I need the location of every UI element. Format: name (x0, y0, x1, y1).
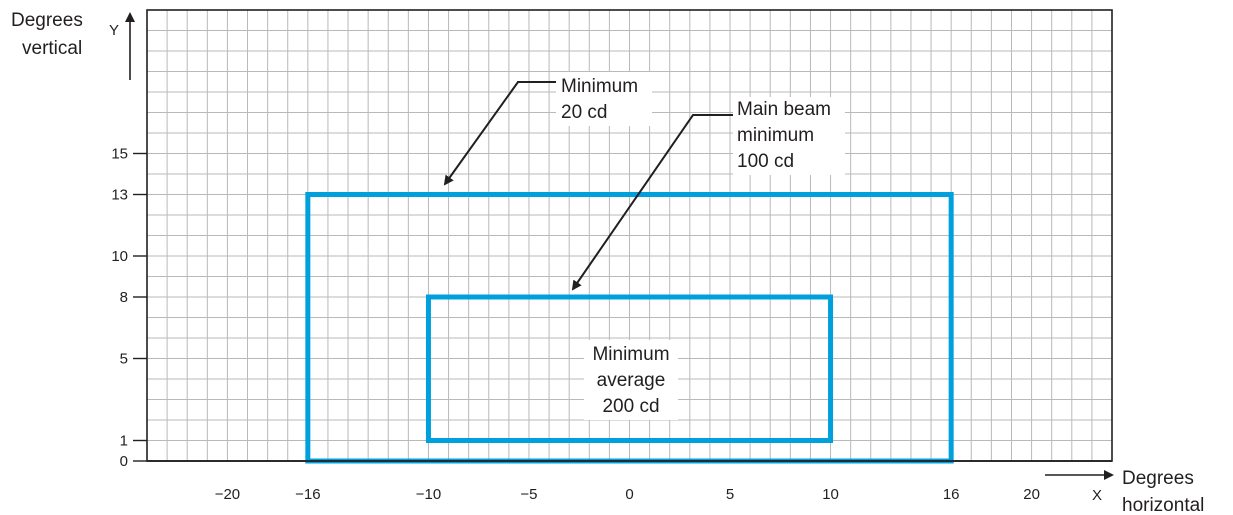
x-axis-title-line1: Degrees (1122, 468, 1194, 489)
inner-label-line1: Minimum (592, 344, 669, 365)
x-tick-label: 0 (625, 486, 633, 503)
y-axis-letter: Y (109, 22, 119, 39)
x-tick-label: −16 (295, 486, 320, 503)
inner-label-line2: average (597, 370, 666, 391)
y-tick-label: 0 (120, 453, 128, 470)
x-tick-label: 5 (726, 486, 734, 503)
main-beam-label-line2: minimum (737, 125, 814, 146)
x-tick-label: 10 (822, 486, 839, 503)
y-axis-title-line2: vertical (22, 38, 82, 59)
y-tick-label: 13 (111, 187, 128, 204)
y-tick-label: 5 (120, 351, 128, 368)
inner-label-line3: 200 cd (602, 396, 659, 417)
x-tick-label: 20 (1023, 486, 1040, 503)
main-beam-label-line3: 100 cd (737, 151, 794, 172)
outer-label-line2: 20 cd (561, 102, 607, 123)
y-tick-label: 1 (120, 433, 128, 450)
y-tick-label: 15 (111, 146, 128, 163)
x-tick-label: 16 (943, 486, 960, 503)
x-axis-letter: X (1092, 487, 1102, 504)
main-beam-leader (573, 115, 733, 289)
x-tick-labels: −20 −16 −10 −5 0 5 10 16 20 (215, 486, 1040, 503)
x-axis-title-line2: horizontal (1122, 495, 1204, 515)
y-tick-label: 8 (120, 289, 128, 306)
x-tick-label: −20 (215, 486, 240, 503)
x-tick-label: −5 (520, 486, 537, 503)
y-tick-label: 10 (111, 248, 128, 265)
outer-label-line1: Minimum (561, 76, 638, 97)
x-tick-label: −10 (416, 486, 441, 503)
main-beam-label-line1: Main beam (737, 99, 831, 120)
y-axis-title-line1: Degrees (11, 10, 83, 31)
